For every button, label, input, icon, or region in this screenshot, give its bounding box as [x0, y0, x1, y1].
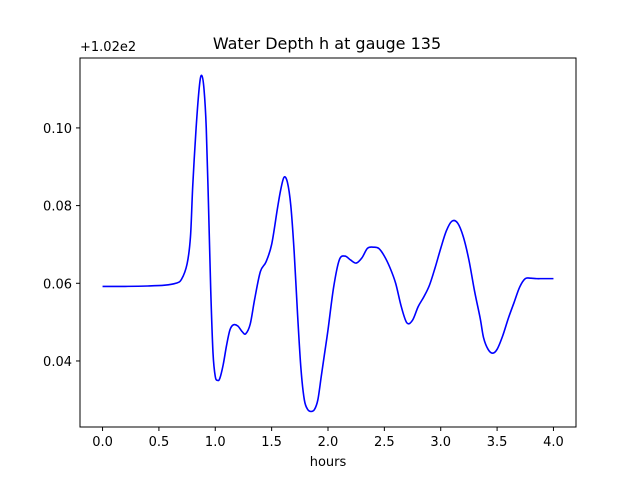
x-tick-label: 3.5 [487, 435, 508, 450]
y-offset-label: +1.02e2 [80, 40, 136, 55]
x-tick-label: 0.5 [149, 435, 170, 450]
axes-frame [79, 57, 577, 428]
x-tick-label: 3.0 [430, 435, 451, 450]
x-tick-label: 2.0 [318, 435, 339, 450]
y-tick-label: 0.04 [43, 355, 72, 370]
series-line-0 [102, 74, 554, 413]
plot-area [102, 74, 554, 413]
x-tick-label: 2.5 [374, 435, 395, 450]
x-tick-label: 1.0 [205, 435, 226, 450]
x-tick-label: 4.0 [543, 435, 564, 450]
y-axis: 0.04 0.06 0.08 0.10 [43, 122, 80, 370]
y-tick-label: 0.06 [43, 277, 72, 292]
x-tick-label: 1.5 [261, 435, 282, 450]
chart-title: Water Depth h at gauge 135 [213, 34, 441, 53]
y-tick-label: 0.08 [43, 200, 72, 215]
x-axis: 0.0 0.5 1.0 1.5 2.0 2.5 3.0 3.5 4.0 [92, 427, 564, 450]
y-tick-label: 0.10 [43, 122, 72, 137]
x-axis-label: hours [310, 455, 347, 470]
x-tick-label: 0.0 [92, 435, 113, 450]
